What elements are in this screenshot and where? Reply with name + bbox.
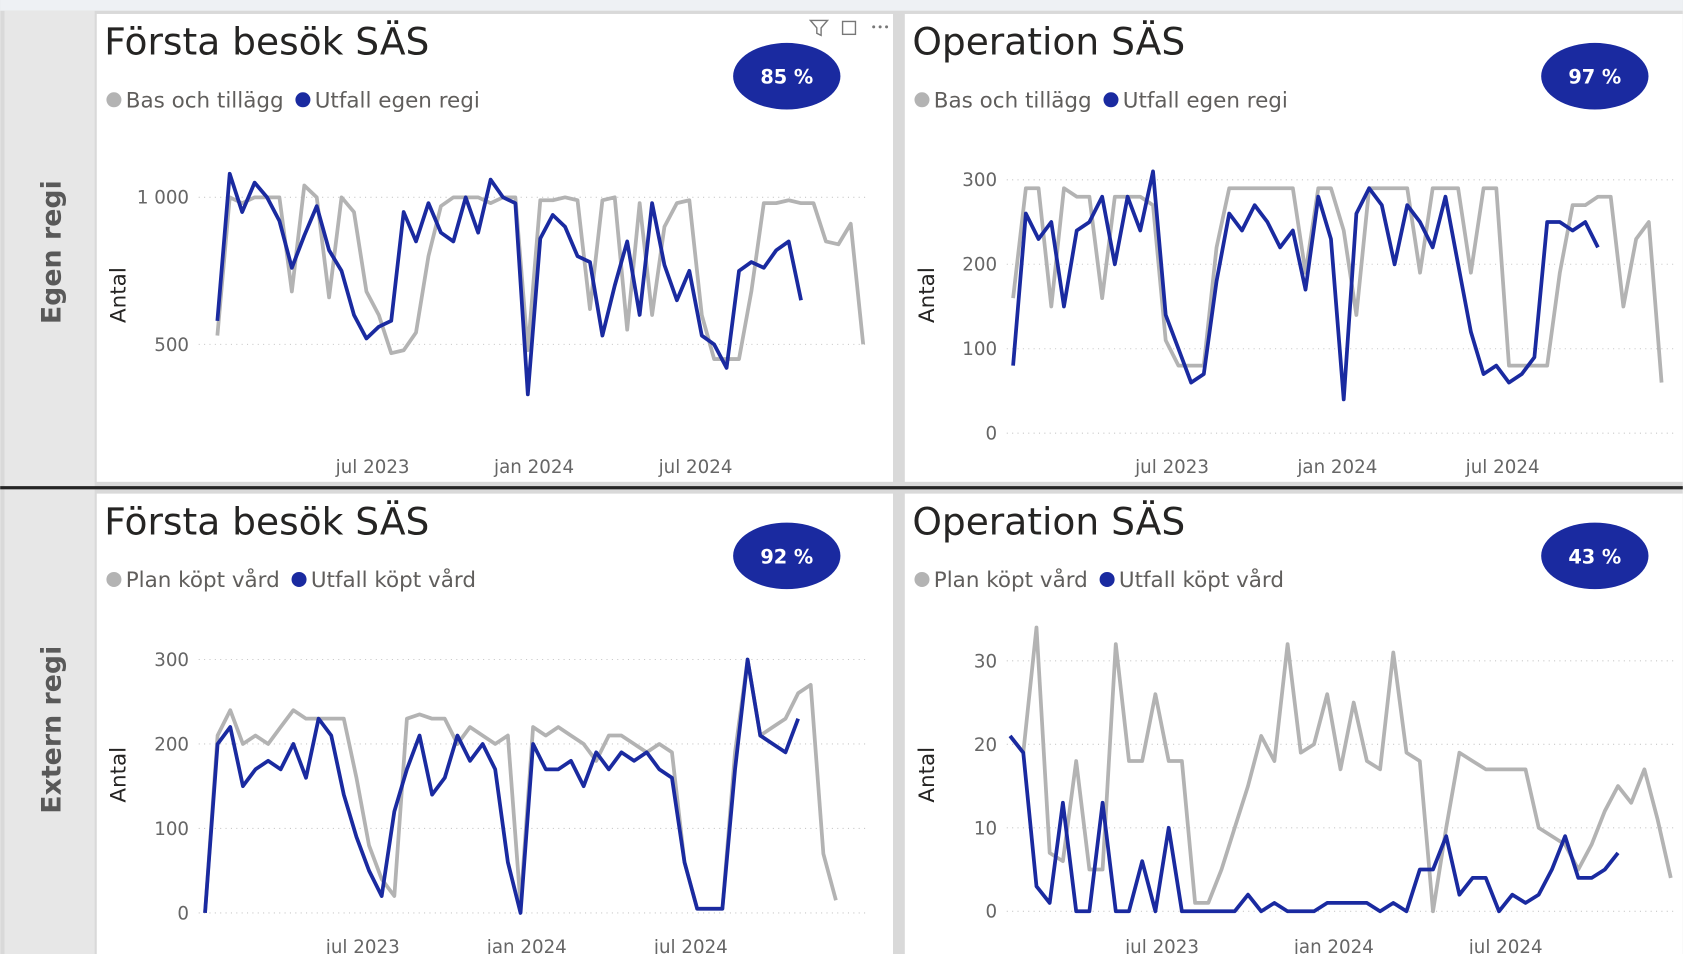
row-label: Egen regi [36,180,67,324]
kpi-value: 85 % [760,66,813,89]
x-tick-label: jul 2023 [1124,937,1199,954]
x-tick-label: jul 2024 [1468,937,1543,954]
chart-title: Första besök SÄS [104,499,429,543]
legend-label: Bas och tillägg [934,88,1092,113]
series-line [215,171,803,397]
x-tick-label: jul 2023 [335,457,410,478]
series-line [1011,186,1664,383]
chart-title: Operation SÄS [912,499,1185,543]
y-tick-label: 0 [985,424,997,445]
legend-label: Plan köpt vård [126,567,280,593]
legend-marker [295,92,311,108]
kpi-badge [1541,522,1649,590]
x-tick-label: jan 2024 [493,457,574,478]
legend-marker [106,571,122,587]
row-divider [0,486,1683,490]
x-tick-label: jul 2024 [1465,457,1540,478]
row-label: Extern regi [36,646,67,814]
y-tick-label: 300 [962,170,997,191]
more-icon[interactable] [872,25,889,29]
series-line [1008,734,1620,914]
chart-title: Första besök SÄS [104,20,429,64]
x-tick-label: jul 2023 [325,937,400,954]
y-tick-label: 200 [154,734,189,755]
legend-marker [106,92,122,108]
x-tick-label: jan 2024 [1296,457,1377,478]
y-tick-label: 200 [962,255,997,276]
legend-label: Utfall egen regi [1123,88,1288,113]
y-tick-label: 500 [154,335,189,356]
kpi-badge [733,522,841,590]
kpi-value: 43 % [1568,545,1621,568]
legend-marker [1103,92,1119,108]
x-tick-label: jul 2024 [658,457,733,478]
series-line [1011,169,1600,402]
y-tick-label: 20 [974,735,997,756]
y-tick-label: 100 [962,339,997,360]
legend-label: Plan köpt vård [934,567,1088,593]
top-band [0,0,1683,11]
legend-marker [1099,571,1115,587]
x-tick-label: jul 2023 [1134,457,1209,478]
kpi-value: 97 % [1568,66,1621,89]
axis-title: Antal [107,747,132,803]
series-line [1008,625,1673,914]
x-tick-label: jul 2024 [653,937,728,954]
row-strip [4,10,95,954]
filter-icon[interactable] [808,19,830,37]
legend-marker [914,92,930,108]
axis-title: Antal [107,267,132,323]
axis-title: Antal [915,747,940,803]
x-tick-label: jan 2024 [486,937,567,954]
focus-icon[interactable] [841,20,857,36]
kpi-badge [1541,42,1649,110]
y-tick-label: 300 [154,650,189,671]
y-tick-label: 1 000 [137,188,189,209]
chart-title: Operation SÄS [912,20,1185,64]
axis-title: Antal [915,267,940,323]
x-tick-label: jan 2024 [1293,937,1374,954]
legend-label: Utfall egen regi [315,88,480,113]
kpi-value: 92 % [760,545,813,568]
legend-label: Utfall köpt vård [1119,567,1284,593]
visual-header [808,19,889,37]
legend-marker [914,571,930,587]
legend-marker [291,571,307,587]
y-tick-label: 100 [154,819,189,840]
y-tick-label: 0 [985,902,997,923]
y-tick-label: 30 [974,651,997,672]
y-tick-label: 10 [974,818,997,839]
legend-label: Utfall köpt vård [311,567,476,593]
series-line [203,657,800,915]
kpi-badge [733,42,841,110]
y-tick-label: 0 [177,903,189,924]
legend-label: Bas och tillägg [126,88,284,113]
